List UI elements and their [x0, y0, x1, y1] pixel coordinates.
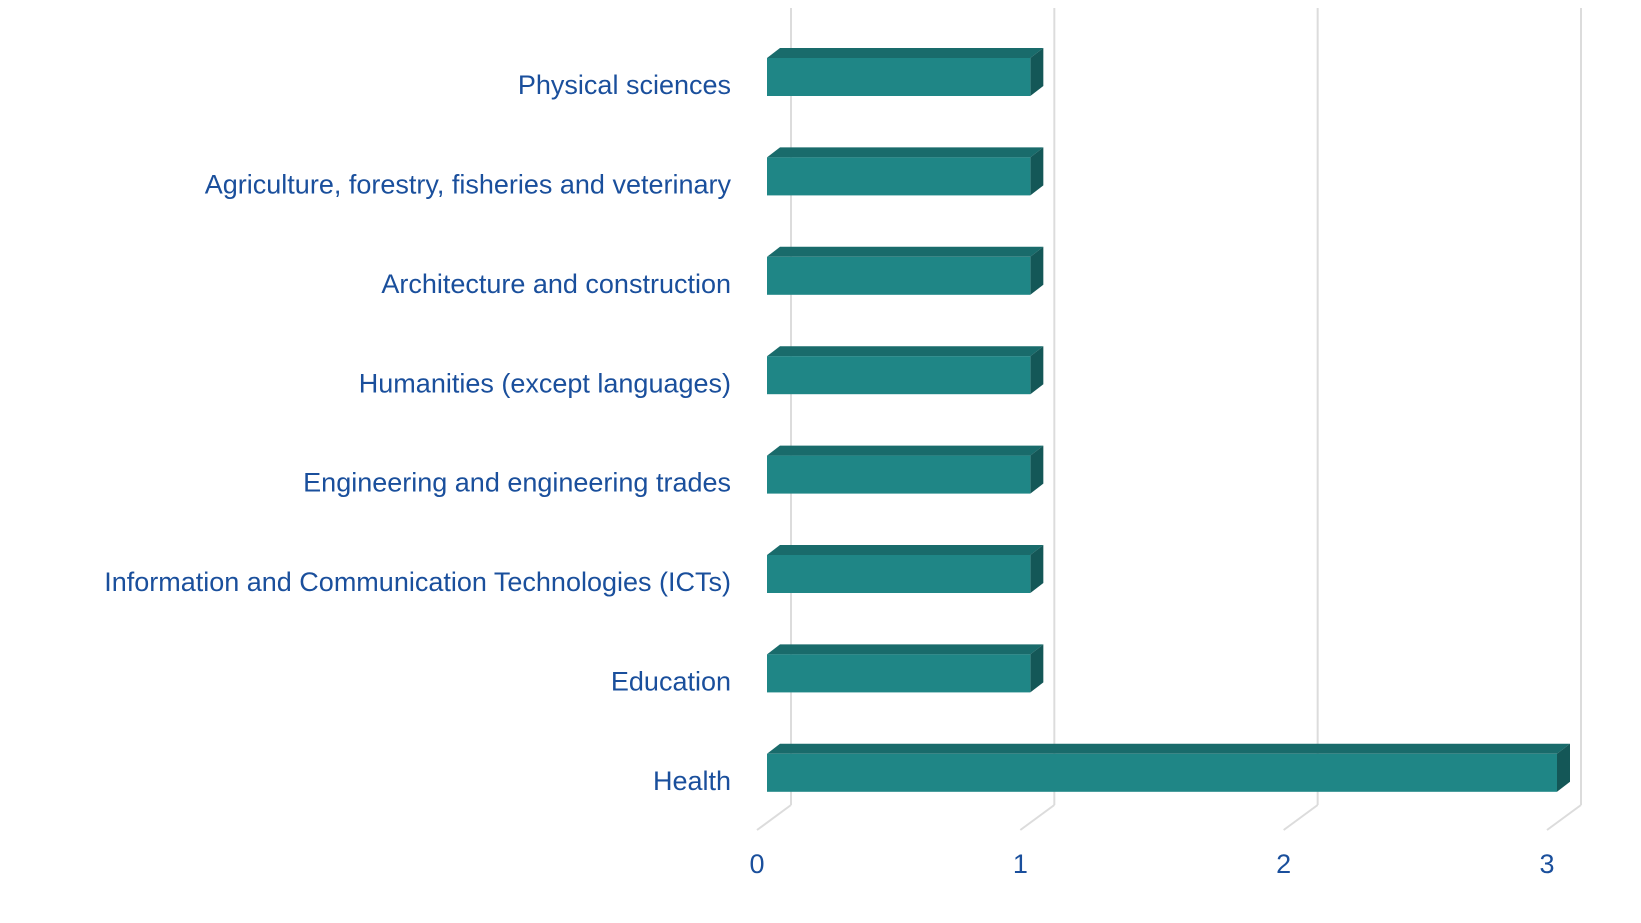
bar-side — [1030, 346, 1044, 395]
bar — [767, 555, 1031, 593]
floor-line — [1283, 804, 1319, 831]
x-tick-label: 3 — [1539, 849, 1554, 879]
bar-side — [1030, 246, 1044, 295]
bar-side — [1030, 644, 1044, 693]
floor-line — [756, 804, 792, 831]
y-tick-label: Architecture and construction — [381, 269, 731, 299]
bar — [767, 753, 1557, 792]
floor-line — [1546, 804, 1582, 831]
bar — [767, 356, 1031, 395]
y-tick-label: Information and Communication Technologi… — [104, 567, 731, 597]
bar — [767, 654, 1031, 693]
y-tick-label: Physical sciences — [518, 70, 731, 100]
bar-top — [767, 644, 1044, 655]
x-tick-label: 2 — [1276, 849, 1291, 879]
bar-side — [1030, 48, 1044, 96]
y-tick-label: Humanities (except languages) — [359, 368, 731, 398]
bar-top — [767, 346, 1044, 357]
bar-top — [767, 743, 1570, 754]
floor-line — [1019, 804, 1055, 831]
y-tick-label: Engineering and engineering trades — [303, 468, 731, 498]
bar — [767, 58, 1031, 96]
bar-top — [767, 545, 1044, 555]
bar-top — [767, 246, 1044, 257]
x-tick-label: 0 — [749, 849, 764, 879]
bar-side — [1030, 545, 1044, 593]
bar-side — [1030, 445, 1044, 494]
bar — [767, 455, 1031, 494]
y-tick-label: Health — [653, 766, 731, 796]
bar — [767, 157, 1031, 196]
bar-top — [767, 445, 1044, 456]
y-tick-label: Education — [611, 667, 731, 697]
bar-side — [1557, 743, 1570, 792]
bar-top — [767, 147, 1044, 158]
bar-top — [767, 48, 1044, 58]
bar-side — [1030, 147, 1044, 196]
bar — [767, 256, 1031, 295]
x-tick-label: 1 — [1013, 849, 1028, 879]
y-tick-label: Agriculture, forestry, fisheries and vet… — [205, 170, 732, 200]
